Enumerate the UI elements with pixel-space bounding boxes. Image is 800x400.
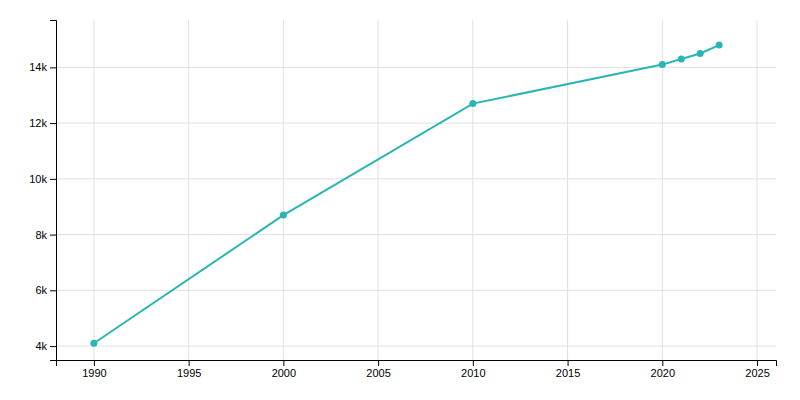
x-tick: 1990 bbox=[82, 360, 106, 379]
x-tick-mark bbox=[662, 360, 663, 366]
point bbox=[697, 50, 704, 57]
marks bbox=[90, 42, 722, 347]
y-axis: 4k 6k 8k 10k 12k 14k bbox=[29, 21, 56, 361]
grid-line-y bbox=[56, 234, 776, 235]
x-tick-mark bbox=[473, 360, 474, 366]
y-tick: 12k bbox=[29, 117, 56, 129]
grid-line-y bbox=[56, 346, 776, 347]
x-tick-label: 2025 bbox=[745, 367, 769, 379]
grid-line-x bbox=[662, 20, 663, 360]
grid-line-y bbox=[56, 178, 776, 179]
line bbox=[94, 45, 719, 343]
y-tick-label: 12k bbox=[29, 117, 47, 129]
x-tick-mark bbox=[94, 360, 95, 366]
point bbox=[469, 100, 476, 107]
y-tick-mark bbox=[50, 179, 56, 180]
y-tick-mark bbox=[50, 290, 56, 291]
x-tick-label: 2000 bbox=[272, 367, 296, 379]
x-tick-label: 1990 bbox=[82, 367, 106, 379]
y-axis-line bbox=[50, 21, 57, 361]
y-tick: 6k bbox=[35, 284, 56, 296]
x-axis-line bbox=[57, 361, 777, 367]
grid-line-x bbox=[472, 20, 473, 360]
x-tick-mark bbox=[283, 360, 284, 366]
y-tick-mark bbox=[50, 67, 56, 68]
x-tick: 2000 bbox=[272, 360, 296, 379]
x-tick-label: 2010 bbox=[461, 367, 485, 379]
x-tick: 2015 bbox=[556, 360, 580, 379]
x-tick: 2020 bbox=[651, 360, 675, 379]
grid-line-y bbox=[56, 67, 776, 68]
point bbox=[678, 56, 685, 63]
y-tick: 14k bbox=[29, 61, 56, 73]
grid-line-y bbox=[56, 123, 776, 124]
grid-line-x bbox=[757, 20, 758, 360]
grid-line-x bbox=[567, 20, 568, 360]
point bbox=[280, 212, 287, 219]
x-tick-label: 2015 bbox=[556, 367, 580, 379]
grid-line-x bbox=[93, 20, 94, 360]
x-tick: 2025 bbox=[745, 360, 769, 379]
y-tick-mark bbox=[50, 346, 56, 347]
x-tick-mark bbox=[757, 360, 758, 366]
plot-area: 1990 1995 2000 2005 2010 2015 2020 2025 4k 6k 8k 10… bbox=[29, 20, 776, 379]
y-tick-mark bbox=[50, 123, 56, 124]
y-tick-mark bbox=[50, 235, 56, 236]
y-tick-label: 14k bbox=[29, 61, 47, 73]
y-tick: 10k bbox=[29, 173, 56, 185]
x-tick: 1995 bbox=[177, 360, 201, 379]
x-tick: 2010 bbox=[461, 360, 485, 379]
x-tick-label: 2005 bbox=[366, 367, 390, 379]
x-tick-mark bbox=[189, 360, 190, 366]
x-tick-label: 1995 bbox=[177, 367, 201, 379]
grid-line-y bbox=[56, 290, 776, 291]
y-tick-label: 6k bbox=[35, 284, 47, 296]
y-tick-label: 4k bbox=[35, 340, 47, 352]
grid-line-x bbox=[378, 20, 379, 360]
y-tick-label: 10k bbox=[29, 173, 47, 185]
chart: 1990 1995 2000 2005 2010 2015 2020 2025 4k 6k 8k 10… bbox=[0, 0, 800, 400]
point bbox=[716, 42, 723, 49]
x-tick-mark bbox=[568, 360, 569, 366]
x-tick-mark bbox=[378, 360, 379, 366]
y-tick: 4k bbox=[35, 340, 56, 352]
x-tick-label: 2020 bbox=[651, 367, 675, 379]
point bbox=[659, 61, 666, 68]
grid-line-x bbox=[283, 20, 284, 360]
grid-line-x bbox=[188, 20, 189, 360]
point bbox=[90, 340, 97, 347]
y-tick-label: 8k bbox=[35, 229, 47, 241]
x-axis: 1990 1995 2000 2005 2010 2015 2020 2025 bbox=[57, 360, 777, 379]
y-tick: 8k bbox=[35, 229, 56, 241]
x-tick: 2005 bbox=[366, 360, 390, 379]
grid bbox=[56, 20, 776, 360]
